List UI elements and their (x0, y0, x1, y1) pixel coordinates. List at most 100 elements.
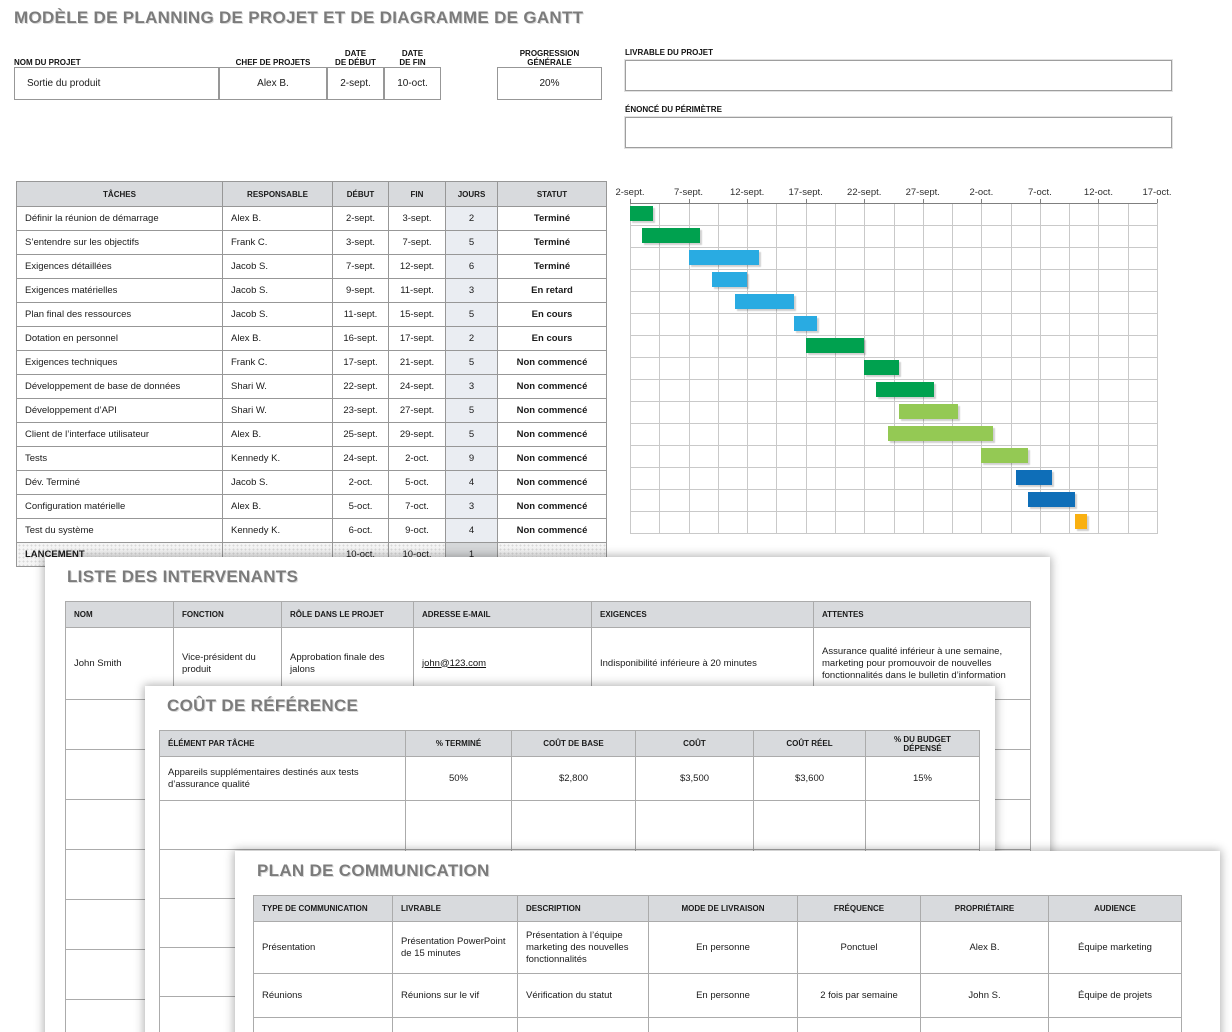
statut-cell[interactable]: Terminé (497, 206, 607, 231)
responsable-cell[interactable]: Alex B. (222, 494, 333, 519)
task-name-cell[interactable]: Exigences matérielles (16, 278, 223, 303)
cost-table-cell[interactable]: $3,500 (635, 756, 754, 801)
debut-cell[interactable]: 25-sept. (332, 422, 389, 447)
debut-cell[interactable]: 6-oct. (332, 518, 389, 543)
fin-cell[interactable]: 17-sept. (388, 326, 446, 351)
jours-cell[interactable]: 5 (445, 230, 498, 255)
statut-cell[interactable]: En cours (497, 302, 607, 327)
comm-table-empty-cell[interactable] (648, 1017, 798, 1032)
comm-table-empty-cell[interactable] (1048, 1017, 1182, 1032)
responsable-cell[interactable]: Alex B. (222, 326, 333, 351)
task-name-cell[interactable]: Plan final des ressources (16, 302, 223, 327)
responsable-cell[interactable]: Jacob S. (222, 302, 333, 327)
jours-cell[interactable]: 2 (445, 206, 498, 231)
jours-cell[interactable]: 6 (445, 254, 498, 279)
responsable-cell[interactable]: Jacob S. (222, 470, 333, 495)
fin-cell[interactable]: 5-oct. (388, 470, 446, 495)
comm-table-cell[interactable]: Présentation (253, 921, 393, 974)
fin-cell[interactable]: 21-sept. (388, 350, 446, 375)
project-name-value[interactable]: Sortie du produit (14, 67, 219, 100)
task-name-cell[interactable]: Tests (16, 446, 223, 471)
fin-cell[interactable]: 2-oct. (388, 446, 446, 471)
responsable-cell[interactable]: Jacob S. (222, 254, 333, 279)
start-date-value[interactable]: 2-sept. (327, 67, 384, 100)
cost-table-empty-cell[interactable] (753, 800, 866, 850)
jours-cell[interactable]: 5 (445, 422, 498, 447)
debut-cell[interactable]: 11-sept. (332, 302, 389, 327)
comm-table-cell[interactable]: Réunions sur le vif (392, 973, 518, 1018)
comm-table-cell[interactable]: Équipe de projets (1048, 973, 1182, 1018)
jours-cell[interactable]: 5 (445, 350, 498, 375)
task-name-cell[interactable]: Développement de base de données (16, 374, 223, 399)
jours-cell[interactable]: 4 (445, 518, 498, 543)
statut-cell[interactable]: Non commencé (497, 494, 607, 519)
statut-cell[interactable]: Non commencé (497, 470, 607, 495)
comm-table-cell[interactable]: Ponctuel (797, 921, 921, 974)
fin-cell[interactable]: 27-sept. (388, 398, 446, 423)
comm-table-cell[interactable]: Présentation à l’équipe marketing des no… (517, 921, 649, 974)
debut-cell[interactable]: 17-sept. (332, 350, 389, 375)
fin-cell[interactable]: 9-oct. (388, 518, 446, 543)
fin-cell[interactable]: 11-sept. (388, 278, 446, 303)
comm-table-cell[interactable]: John S. (920, 973, 1049, 1018)
debut-cell[interactable]: 5-oct. (332, 494, 389, 519)
responsable-cell[interactable]: Alex B. (222, 422, 333, 447)
comm-table-cell[interactable]: 2 fois par semaine (797, 973, 921, 1018)
fin-cell[interactable]: 12-sept. (388, 254, 446, 279)
scope-input[interactable] (624, 116, 1173, 149)
cost-table-cell[interactable]: $2,800 (511, 756, 636, 801)
cost-table-empty-cell[interactable] (159, 800, 406, 850)
jours-cell[interactable]: 2 (445, 326, 498, 351)
debut-cell[interactable]: 7-sept. (332, 254, 389, 279)
statut-cell[interactable]: Terminé (497, 230, 607, 255)
comm-table-cell[interactable]: Réunions (253, 973, 393, 1018)
overall-progress-value[interactable]: 20% (497, 67, 602, 100)
statut-cell[interactable]: Non commencé (497, 350, 607, 375)
statut-cell[interactable]: Non commencé (497, 398, 607, 423)
jours-cell[interactable]: 9 (445, 446, 498, 471)
comm-table-cell[interactable]: Vérification du statut (517, 973, 649, 1018)
jours-cell[interactable]: 4 (445, 470, 498, 495)
comm-table-empty-cell[interactable] (517, 1017, 649, 1032)
cost-table-cell[interactable]: 50% (405, 756, 512, 801)
task-name-cell[interactable]: Exigences détaillées (16, 254, 223, 279)
task-name-cell[interactable]: Définir la réunion de démarrage (16, 206, 223, 231)
debut-cell[interactable]: 2-oct. (332, 470, 389, 495)
debut-cell[interactable]: 23-sept. (332, 398, 389, 423)
debut-cell[interactable]: 22-sept. (332, 374, 389, 399)
jours-cell[interactable]: 3 (445, 278, 498, 303)
comm-table-cell[interactable]: Alex B. (920, 921, 1049, 974)
cost-table-empty-cell[interactable] (405, 800, 512, 850)
email-link[interactable]: john@123.com (422, 657, 487, 669)
jours-cell[interactable]: 3 (445, 494, 498, 519)
comm-table-cell[interactable]: Présentation PowerPoint de 15 minutes (392, 921, 518, 974)
statut-cell[interactable]: Non commencé (497, 374, 607, 399)
fin-cell[interactable]: 24-sept. (388, 374, 446, 399)
task-name-cell[interactable]: Configuration matérielle (16, 494, 223, 519)
statut-cell[interactable]: En cours (497, 326, 607, 351)
responsable-cell[interactable]: Kennedy K. (222, 446, 333, 471)
task-name-cell[interactable]: Développement d’API (16, 398, 223, 423)
comm-table-empty-cell[interactable] (797, 1017, 921, 1032)
fin-cell[interactable]: 15-sept. (388, 302, 446, 327)
statut-cell[interactable]: Terminé (497, 254, 607, 279)
task-name-cell[interactable]: Dév. Terminé (16, 470, 223, 495)
task-name-cell[interactable]: Dotation en personnel (16, 326, 223, 351)
task-name-cell[interactable]: Exigences techniques (16, 350, 223, 375)
comm-table-cell[interactable]: En personne (648, 973, 798, 1018)
comm-table-cell[interactable]: En personne (648, 921, 798, 974)
comm-table-empty-cell[interactable] (392, 1017, 518, 1032)
debut-cell[interactable]: 9-sept. (332, 278, 389, 303)
statut-cell[interactable]: Non commencé (497, 446, 607, 471)
task-name-cell[interactable]: Client de l’interface utilisateur (16, 422, 223, 447)
comm-table-empty-cell[interactable] (253, 1017, 393, 1032)
jours-cell[interactable]: 5 (445, 398, 498, 423)
task-name-cell[interactable]: Test du système (16, 518, 223, 543)
responsable-cell[interactable]: Kennedy K. (222, 518, 333, 543)
debut-cell[interactable]: 3-sept. (332, 230, 389, 255)
project-manager-value[interactable]: Alex B. (219, 67, 327, 100)
cost-table-cell[interactable]: Appareils supplémentaires destinés aux t… (159, 756, 406, 801)
cost-table-empty-cell[interactable] (511, 800, 636, 850)
comm-table-empty-cell[interactable] (920, 1017, 1049, 1032)
jours-cell[interactable]: 5 (445, 302, 498, 327)
